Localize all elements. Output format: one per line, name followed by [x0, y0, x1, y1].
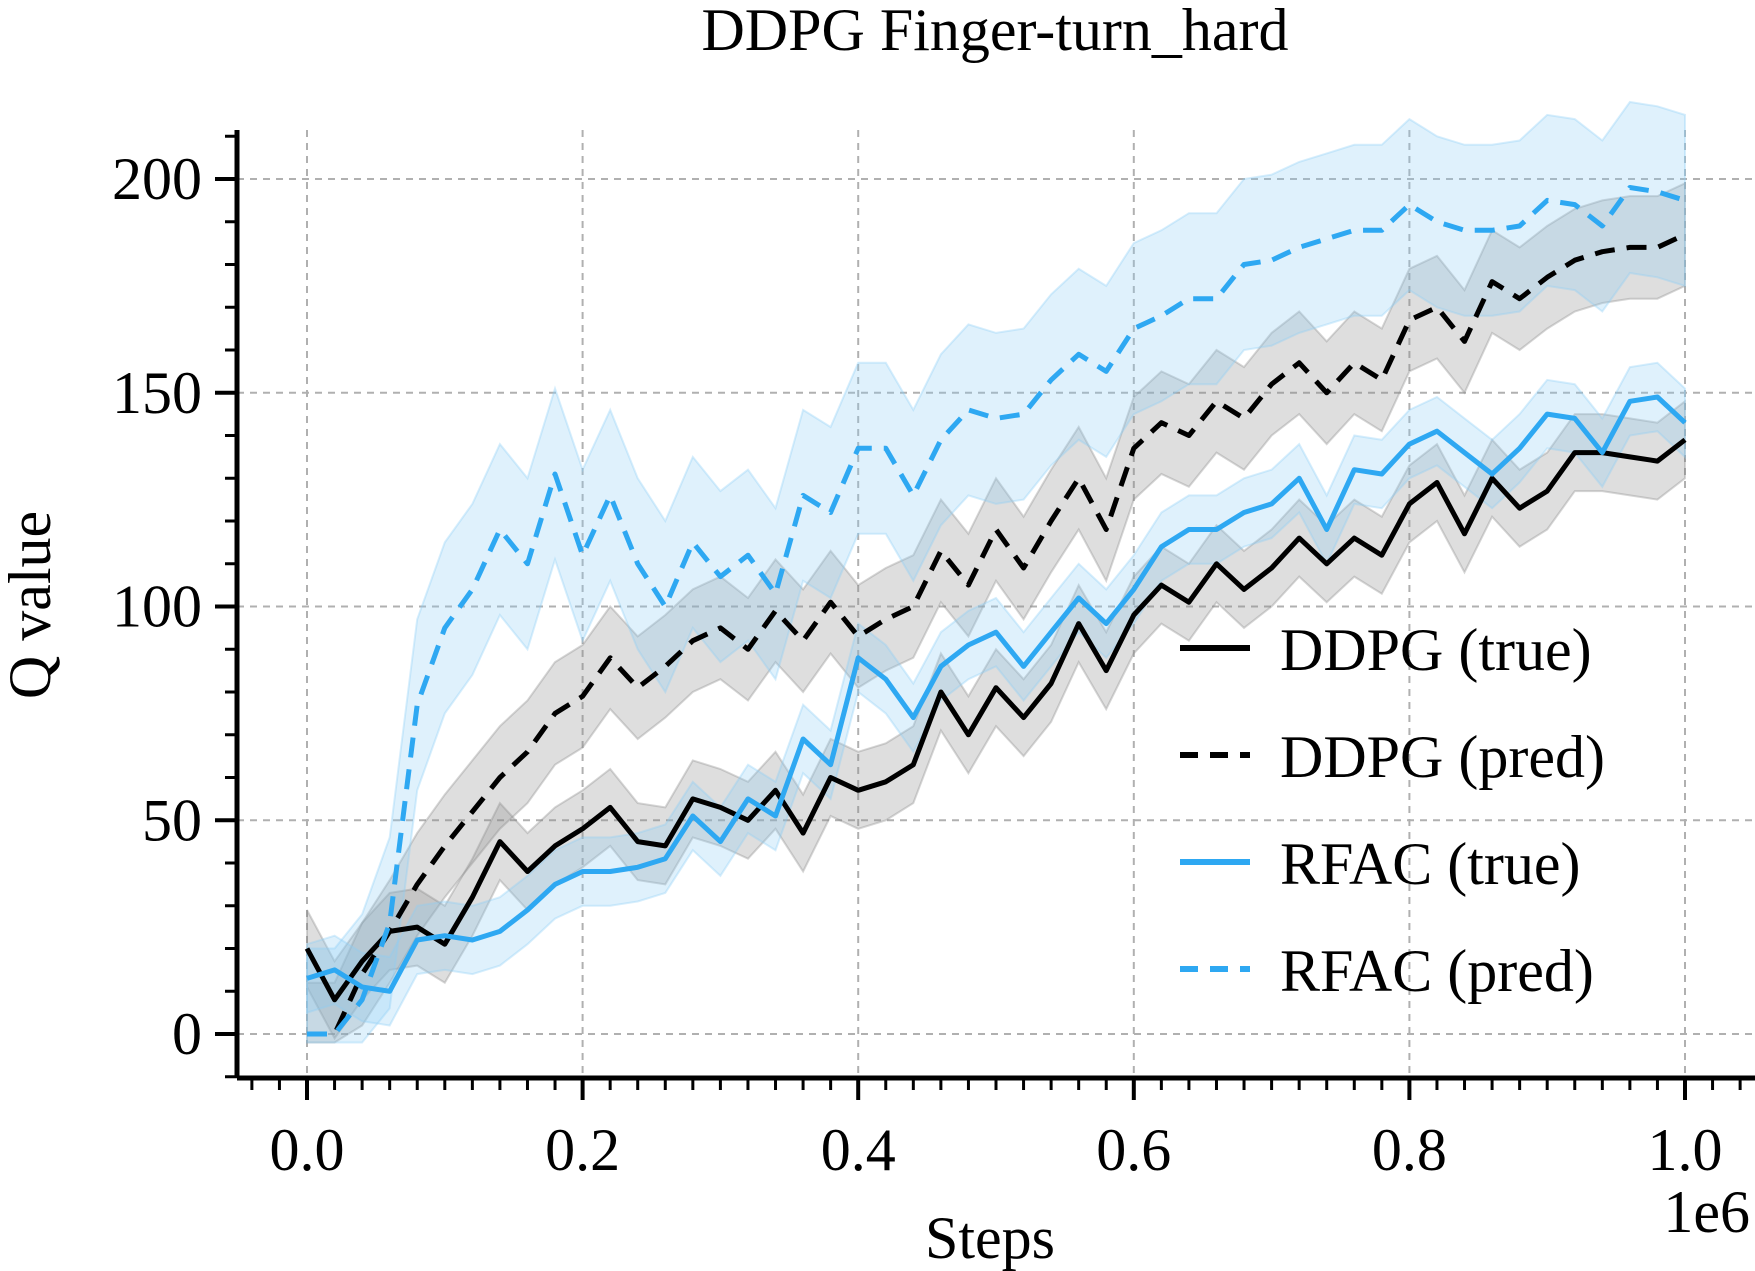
x-tick-label: 0.8 [1372, 1117, 1447, 1183]
y-tick-label: 0 [172, 1001, 202, 1067]
series-band-4 [306, 100, 1686, 1044]
series-band-2 [306, 181, 1686, 1044]
series-band-1 [306, 399, 1686, 1041]
series-line-2 [307, 232, 1687, 1037]
series-line-3 [306, 394, 1687, 994]
y-tick-label: 150 [112, 360, 202, 426]
grid-layer [237, 130, 1755, 1078]
x-tick-label: 0.2 [545, 1117, 620, 1183]
y-axis-label: Q value [0, 511, 63, 699]
x-axis-label: Steps [925, 1205, 1055, 1271]
y-tick-label: 100 [112, 574, 202, 640]
legend-label-3: RFAC (true) [1280, 831, 1581, 897]
y-tick-label: 200 [112, 146, 202, 212]
legend-label-2: DDPG (pred) [1280, 724, 1605, 790]
y-tick-label: 50 [142, 787, 202, 853]
x-tick-label: 1.0 [1648, 1117, 1723, 1183]
legend-label-4: RFAC (pred) [1280, 938, 1594, 1004]
series-line-4 [307, 185, 1686, 1037]
x-tick-label: 0.4 [821, 1117, 896, 1183]
series-line-1 [304, 437, 1687, 1003]
tick-labels: 0.0 0.2 0.4 0.6 0.8 1.0 0 50 100 150 200 [112, 146, 1723, 1183]
chart-title: DDPG Finger-turn_hard [701, 0, 1288, 63]
legend: DDPG (true) DDPG (pred) RFAC (true) RFAC (p… [1180, 617, 1605, 1004]
axes [215, 130, 1755, 1100]
x-axis-offset-label: 1e6 [1663, 1179, 1750, 1245]
confidence-bands [306, 100, 1686, 1044]
x-tick-label: 0.0 [270, 1117, 345, 1183]
series-band-3 [306, 361, 1686, 1027]
legend-label-1: DDPG (true) [1280, 617, 1592, 683]
x-tick-label: 0.6 [1096, 1117, 1171, 1183]
series-lines [304, 185, 1687, 1037]
